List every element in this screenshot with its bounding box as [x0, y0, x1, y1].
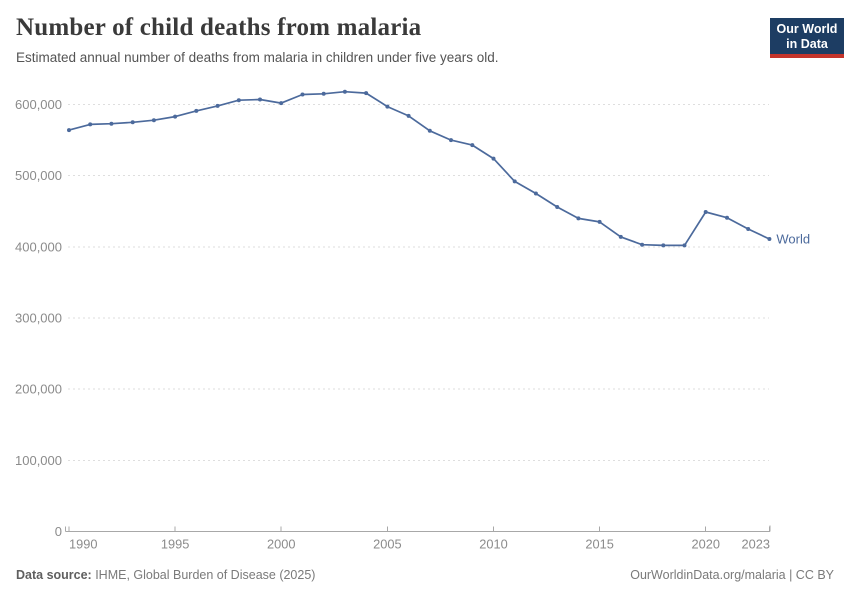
data-point[interactable]	[661, 243, 666, 248]
credit-link[interactable]: OurWorldinData.org/malaria | CC BY	[630, 568, 834, 582]
data-point[interactable]	[533, 191, 538, 196]
chart-title: Number of child deaths from malaria	[16, 14, 422, 41]
data-source-text: IHME, Global Burden of Disease (2025)	[91, 568, 316, 582]
x-tick-label: 1995	[161, 537, 189, 552]
data-point[interactable]	[555, 205, 560, 209]
data-point[interactable]	[109, 121, 114, 126]
owid-logo[interactable]: Our World in Data	[770, 18, 844, 58]
data-point[interactable]	[321, 91, 326, 96]
x-tick-label: 2020	[691, 537, 719, 552]
data-point[interactable]	[194, 108, 199, 113]
x-tick-label: 2023	[742, 537, 770, 552]
y-tick-label: 100,000	[15, 453, 62, 468]
data-point[interactable]	[151, 118, 156, 123]
owid-logo-line1: Our World	[776, 22, 838, 36]
x-tick-label: 2005	[373, 537, 401, 552]
data-point[interactable]	[491, 156, 496, 161]
data-point[interactable]	[130, 120, 135, 125]
data-point[interactable]	[215, 103, 220, 108]
data-point[interactable]	[279, 101, 284, 106]
data-source: Data source: IHME, Global Burden of Dise…	[16, 568, 315, 582]
data-point[interactable]	[597, 219, 602, 224]
data-point[interactable]	[173, 114, 178, 119]
data-point[interactable]	[342, 89, 347, 94]
data-point[interactable]	[258, 97, 262, 102]
data-point[interactable]	[427, 128, 432, 133]
data-point[interactable]	[682, 243, 687, 248]
y-tick-label: 600,000	[15, 97, 62, 112]
x-tick-label: 2000	[267, 537, 295, 552]
chart-canvas[interactable]: 0 100,000 200,000 300,000 400,000 500,000 600,…	[0, 82, 850, 557]
y-tick-label: 500,000	[15, 168, 62, 183]
data-point[interactable]	[406, 113, 411, 118]
x-tick-label: 1990	[69, 537, 97, 552]
data-point[interactable]	[767, 237, 772, 241]
data-point[interactable]	[236, 98, 241, 103]
data-point[interactable]	[300, 92, 305, 97]
data-point[interactable]	[385, 104, 390, 109]
data-point[interactable]	[725, 215, 729, 220]
data-point[interactable]	[618, 234, 623, 239]
data-point[interactable]	[364, 91, 369, 96]
line-series	[68, 90, 771, 247]
y-tick-label: 200,000	[15, 382, 62, 397]
x-tick-label: 2010	[479, 537, 507, 552]
series-label[interactable]: World	[776, 232, 810, 247]
y-tick-label: 0	[55, 524, 62, 539]
data-source-label: Data source:	[16, 568, 92, 582]
data-point[interactable]	[703, 210, 708, 214]
data-point[interactable]	[88, 122, 93, 127]
y-tick-label: 400,000	[15, 239, 62, 254]
owid-logo-line2: in Data	[786, 36, 828, 51]
chart-subtitle: Estimated annual number of deaths from m…	[16, 50, 499, 65]
data-point[interactable]	[512, 179, 517, 184]
x-tick-label: 2015	[585, 537, 613, 552]
data-point[interactable]	[746, 227, 751, 231]
data-point[interactable]	[640, 242, 645, 247]
data-point[interactable]	[470, 143, 475, 148]
y-tick-label: 300,000	[15, 311, 62, 326]
data-point[interactable]	[576, 216, 581, 221]
chart-footer: Data source: IHME, Global Burden of Dise…	[16, 568, 834, 582]
data-point[interactable]	[449, 138, 453, 143]
data-point[interactable]	[67, 128, 71, 133]
